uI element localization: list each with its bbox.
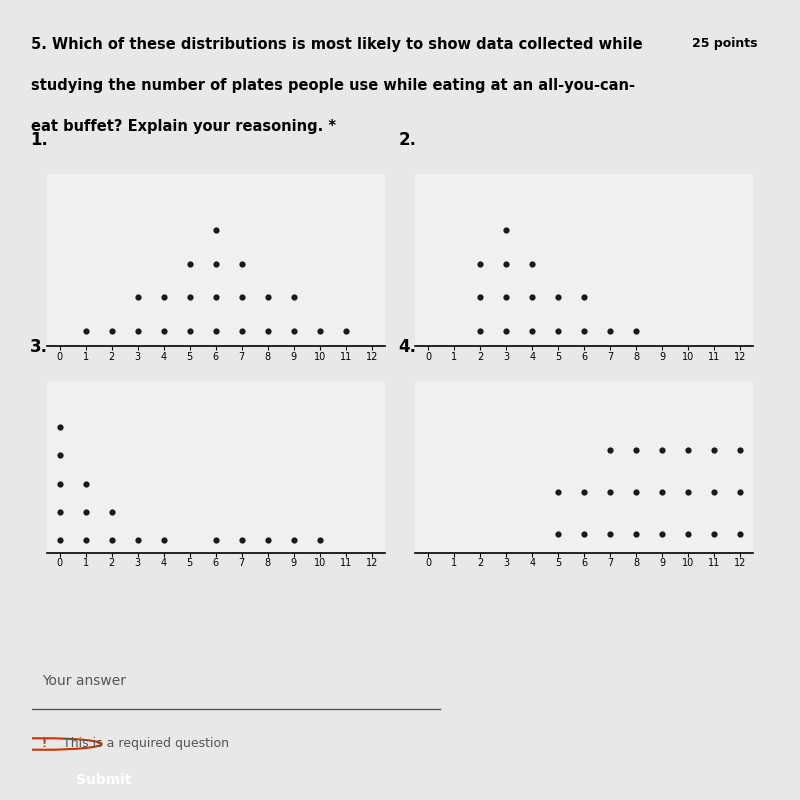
Text: 25 points: 25 points [692,37,758,50]
Text: Your answer: Your answer [42,674,126,687]
Text: This is a required question: This is a required question [63,738,229,750]
Text: studying the number of plates people use while eating at an all-you-can-: studying the number of plates people use… [31,78,635,93]
Text: 3.: 3. [30,338,48,356]
Text: !: ! [42,739,46,749]
Text: 1.: 1. [30,131,48,150]
Text: 5. Which of these distributions is most likely to show data collected while: 5. Which of these distributions is most … [31,37,643,52]
Text: eat buffet? Explain your reasoning. *: eat buffet? Explain your reasoning. * [31,119,337,134]
Text: 2.: 2. [398,131,417,150]
Text: Submit: Submit [76,773,132,787]
Text: 4.: 4. [398,338,417,356]
